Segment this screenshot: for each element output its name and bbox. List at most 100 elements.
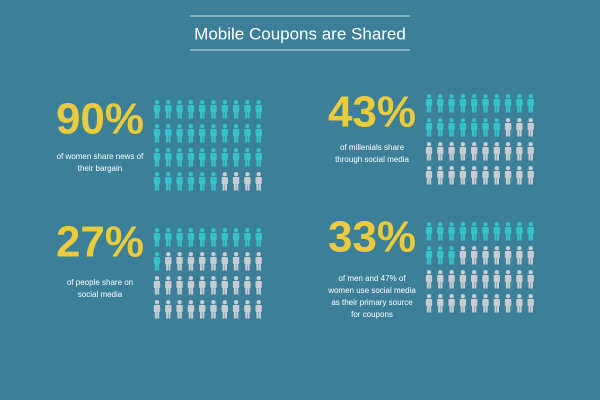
icon-leg: [211, 263, 214, 271]
person-icon: [221, 252, 228, 271]
icon-leg: [463, 305, 466, 313]
icon-leg: [508, 233, 511, 241]
icon-head: [233, 228, 239, 233]
icon-leg: [166, 135, 169, 143]
description: for coupons: [351, 310, 393, 319]
icon-head: [460, 118, 466, 123]
icon-head: [505, 94, 511, 99]
icon-body: [153, 177, 161, 184]
icon-body: [516, 227, 523, 234]
icon-leg: [528, 129, 531, 137]
icon-head: [166, 172, 171, 177]
icon-leg: [426, 257, 429, 265]
person-icon: [504, 94, 512, 113]
person-icon: [516, 246, 523, 265]
person-icon: [459, 94, 467, 113]
person-icon: [516, 294, 523, 313]
person-icon: [244, 252, 251, 271]
person-icon: [527, 118, 534, 137]
icon-body: [493, 299, 500, 306]
icon-leg: [426, 233, 429, 241]
icon-body: [516, 299, 523, 306]
person-icon: [504, 222, 512, 241]
icon-body: [504, 99, 512, 106]
icon-head: [438, 118, 443, 123]
icon-leg: [519, 233, 522, 241]
icon-body: [437, 147, 444, 154]
icon-leg: [517, 305, 520, 313]
icon-head: [188, 276, 194, 281]
icon-leg: [222, 111, 225, 119]
icon-body: [165, 105, 172, 112]
icon-leg: [497, 177, 499, 185]
icon-leg: [200, 239, 202, 247]
person-icon: [153, 172, 161, 191]
icon-leg: [233, 239, 236, 247]
person-icon: [232, 124, 240, 143]
icon-head: [426, 94, 432, 99]
icon-head: [245, 148, 250, 153]
icon-leg: [222, 263, 225, 271]
person-icon: [527, 270, 534, 289]
icon-head: [472, 118, 477, 123]
person-icon: [437, 166, 444, 185]
icon-leg: [202, 135, 205, 143]
person-icon: [187, 276, 195, 295]
icon-leg: [463, 233, 466, 241]
icon-leg: [256, 135, 259, 143]
person-icon: [448, 222, 455, 241]
icon-leg: [528, 153, 531, 161]
icon-leg: [438, 153, 441, 161]
icon-head: [505, 294, 511, 299]
icon-head: [154, 148, 160, 153]
icon-body: [232, 153, 240, 160]
icon-leg: [225, 263, 227, 271]
icon-leg: [494, 257, 497, 265]
icon-leg: [429, 129, 432, 137]
person-icon: [425, 94, 433, 113]
person-icon: [482, 94, 489, 113]
icon-head: [154, 300, 160, 305]
person-icon: [199, 124, 206, 143]
person-icon: [221, 100, 228, 119]
icon-leg: [460, 233, 463, 241]
icon-leg: [463, 129, 466, 137]
icon-leg: [211, 239, 214, 247]
icon-leg: [508, 281, 511, 289]
icon-leg: [530, 105, 533, 113]
person-icon: [448, 142, 455, 161]
icon-head: [494, 118, 499, 123]
icon-body: [504, 227, 512, 234]
icon-leg: [168, 135, 171, 143]
icon-leg: [485, 281, 488, 289]
icon-leg: [519, 129, 522, 137]
person-icon: [459, 222, 467, 241]
icon-body: [153, 129, 161, 136]
icon-body: [255, 129, 262, 136]
icon-head: [222, 228, 227, 233]
icon-leg: [213, 159, 216, 167]
icon-leg: [202, 159, 205, 167]
person-icon: [176, 300, 183, 319]
icon-leg: [483, 129, 486, 137]
icon-leg: [451, 105, 454, 113]
icon-head: [211, 276, 216, 281]
icon-leg: [154, 239, 157, 247]
icon-head: [200, 100, 205, 105]
description: of millenials share: [340, 143, 405, 152]
icon-leg: [154, 287, 157, 295]
icon-leg: [222, 239, 225, 247]
icon-head: [472, 294, 477, 299]
icon-body: [425, 275, 433, 282]
description: of men and 47% of: [338, 274, 406, 283]
icon-leg: [528, 281, 531, 289]
icon-head: [494, 166, 499, 171]
percent: 27%: [56, 218, 144, 267]
icon-leg: [429, 153, 432, 161]
person-icon: [187, 172, 195, 191]
icon-leg: [463, 153, 466, 161]
person-icon: [437, 118, 444, 137]
icon-leg: [222, 135, 225, 143]
icon-leg: [505, 129, 508, 137]
icon-body: [504, 275, 512, 282]
